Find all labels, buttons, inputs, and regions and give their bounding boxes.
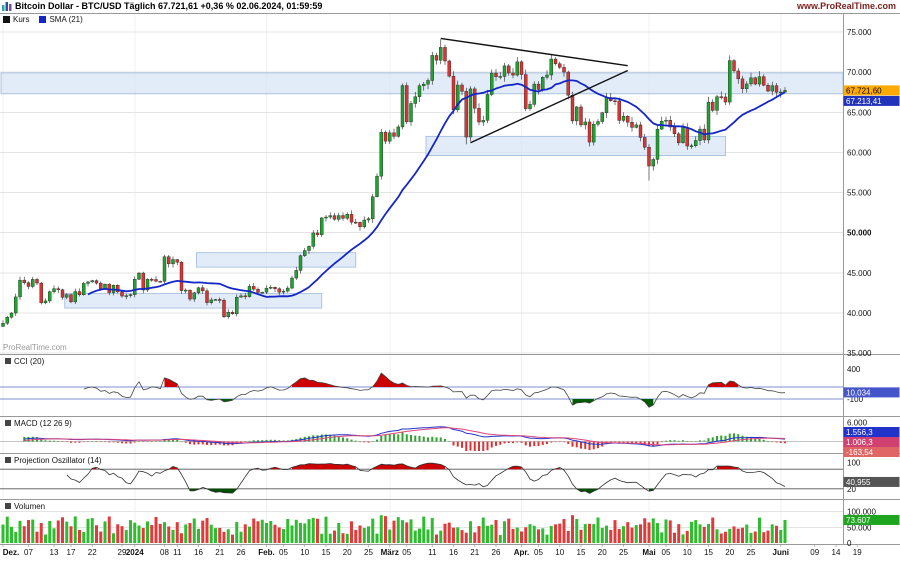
chart-title: Bitcoin Dollar - BTC/USD Täglich 67.721,… [15,1,323,11]
svg-text:55.000: 55.000 [847,189,872,198]
svg-text:08: 08 [160,548,169,557]
price-swatch-icon [3,16,10,23]
volume-panel-label: Volumen [14,501,46,511]
volume-panel-title[interactable]: Volumen [3,501,48,511]
svg-text:1.006,3: 1.006,3 [846,438,873,447]
svg-text:40,955: 40,955 [846,478,871,487]
svg-text:20: 20 [598,548,607,557]
svg-text:26: 26 [237,548,246,557]
svg-text:21: 21 [215,548,224,557]
svg-text:50.000: 50.000 [847,229,872,238]
title-bar: Bitcoin Dollar - BTC/USD Täglich 67.721,… [0,0,900,13]
svg-text:Apr.: Apr. [514,548,530,557]
volume-indicator-icon [5,503,11,509]
svg-text:40.000: 40.000 [847,309,872,318]
svg-text:10: 10 [683,548,692,557]
svg-text:100.000: 100.000 [847,508,876,517]
svg-text:26: 26 [492,548,501,557]
macd-panel-label: MACD (12 26 9) [14,418,72,428]
volume-pane[interactable] [0,511,843,543]
projection-panel-title[interactable]: Projection Oszillator (14) [3,455,104,465]
macd-pane[interactable] [0,426,843,451]
svg-text:14: 14 [832,548,841,557]
svg-text:07: 07 [24,548,33,557]
projection-panel-label: Projection Oszillator (14) [14,455,102,465]
svg-text:73.607: 73.607 [846,516,871,525]
svg-text:10,034: 10,034 [846,388,871,397]
svg-text:20: 20 [725,548,734,557]
svg-text:20: 20 [343,548,352,557]
svg-text:15: 15 [704,548,713,557]
chart-legend: Kurs SMA (21) [3,15,83,24]
main-price-pane[interactable] [0,37,844,328]
background-grid [0,13,843,544]
svg-text:Mai: Mai [642,548,655,557]
sma-swatch-icon [39,16,47,23]
svg-text:Dez.: Dez. [3,548,19,557]
svg-text:16: 16 [449,548,458,557]
svg-text:19: 19 [853,548,862,557]
svg-text:20: 20 [847,485,856,494]
svg-text:11: 11 [428,548,437,557]
svg-text:11: 11 [173,548,182,557]
svg-text:29: 29 [118,548,127,557]
svg-text:0: 0 [847,539,852,548]
svg-text:10: 10 [555,548,564,557]
svg-text:67.721,60: 67.721,60 [846,86,882,95]
legend-price-label: Kurs [13,15,30,24]
legend-item-sma[interactable]: SMA (21) [39,15,83,24]
svg-text:15: 15 [322,548,331,557]
svg-text:10: 10 [300,548,309,557]
projection-pane[interactable] [0,462,843,494]
price-axis[interactable]: 75.000 70.000 65.000 60.000 55.000 50.000 45.0… [0,13,900,549]
svg-text:05: 05 [662,548,671,557]
svg-text:05: 05 [534,548,543,557]
svg-text:45.000: 45.000 [847,269,872,278]
cci-panel-label: CCI (20) [14,356,45,366]
svg-text:100: 100 [847,459,861,468]
svg-text:70.000: 70.000 [847,68,872,77]
legend-sma-label: SMA (21) [49,15,83,24]
projection-indicator-icon [5,457,11,463]
svg-text:05: 05 [402,548,411,557]
svg-text:50.000: 50.000 [847,523,872,532]
watermark: ProRealTime.com [3,343,67,352]
svg-text:16: 16 [194,548,203,557]
svg-text:1.556,3: 1.556,3 [846,428,873,437]
svg-text:13: 13 [50,548,59,557]
cci-indicator-icon [5,358,11,364]
svg-text:-163,54: -163,54 [846,448,874,457]
svg-text:09: 09 [810,548,819,557]
svg-text:400: 400 [847,365,861,374]
svg-text:Feb.: Feb. [258,548,274,557]
cci-panel-title[interactable]: CCI (20) [3,356,47,366]
svg-text:Juni: Juni [773,548,789,557]
macd-panel-title[interactable]: MACD (12 26 9) [3,418,74,428]
svg-text:6.000: 6.000 [847,419,868,428]
svg-text:60.000: 60.000 [847,148,872,157]
legend-item-price[interactable]: Kurs [3,15,29,24]
svg-text:25: 25 [619,548,628,557]
svg-text:05: 05 [279,548,288,557]
svg-text:15: 15 [577,548,586,557]
svg-text:25: 25 [364,548,373,557]
svg-text:67.213,41: 67.213,41 [846,97,882,106]
svg-text:2024: 2024 [126,548,144,557]
svg-text:25: 25 [747,548,756,557]
svg-text:65.000: 65.000 [847,108,872,117]
svg-text:21: 21 [470,548,479,557]
prorealtime-link[interactable]: www.ProRealTime.com [796,1,896,11]
svg-text:22: 22 [88,548,97,557]
instrument-chart-icon [2,1,12,11]
svg-text:75.000: 75.000 [847,28,872,37]
svg-text:35.000: 35.000 [847,349,872,358]
svg-text:März: März [381,548,399,557]
macd-indicator-icon [5,420,11,426]
cci-pane[interactable] [0,372,843,408]
time-axis[interactable]: Dez. 07 13 17 22 29 2024 08 11 16 21 26 Feb. 05 10 15 20… [0,544,900,563]
svg-text:17: 17 [67,548,76,557]
svg-text:-100: -100 [847,395,864,404]
